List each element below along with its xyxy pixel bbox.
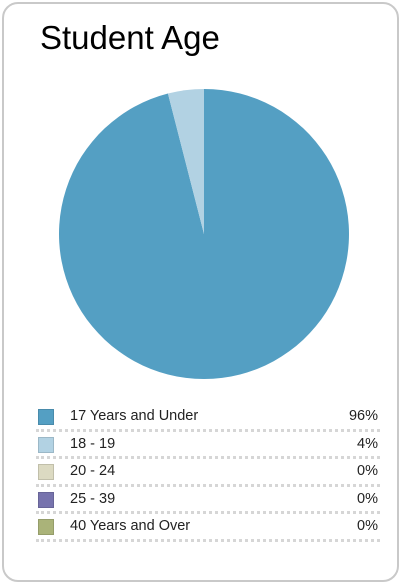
legend-value: 4%	[357, 435, 378, 452]
legend-swatch	[38, 409, 54, 425]
legend-item: 18 - 19 4%	[36, 432, 380, 459]
legend-item: 40 Years and Over 0%	[36, 514, 380, 542]
legend-label: 18 - 19	[70, 435, 116, 452]
chart-card: Student Age 17 Years and Under 96% 18 - 19…	[2, 2, 399, 582]
legend-label: 25 - 39	[70, 490, 116, 507]
legend-item: 20 - 24 0%	[36, 459, 380, 487]
legend-value: 96%	[348, 408, 378, 424]
legend: 17 Years and Under 96% 18 - 19 4% 20 - 24 0% 2…	[36, 404, 380, 542]
legend-value: 0%	[357, 490, 378, 507]
pie-slice-18-19	[167, 89, 204, 234]
legend-label: 40 Years and Over	[70, 518, 191, 534]
legend-label: 17 Years and Under	[70, 408, 199, 424]
legend-item: 25 - 39 0%	[36, 487, 380, 514]
legend-swatch	[38, 519, 54, 535]
legend-item: 17 Years and Under 96%	[36, 404, 380, 432]
chart-title: Student Age	[40, 19, 220, 56]
legend-label: 20 - 24	[70, 463, 116, 479]
legend-swatch	[38, 464, 54, 480]
legend-swatch	[38, 436, 54, 453]
legend-swatch	[38, 491, 54, 508]
legend-value: 0%	[357, 518, 378, 534]
pie-chart	[58, 89, 350, 379]
legend-value: 0%	[357, 463, 378, 479]
